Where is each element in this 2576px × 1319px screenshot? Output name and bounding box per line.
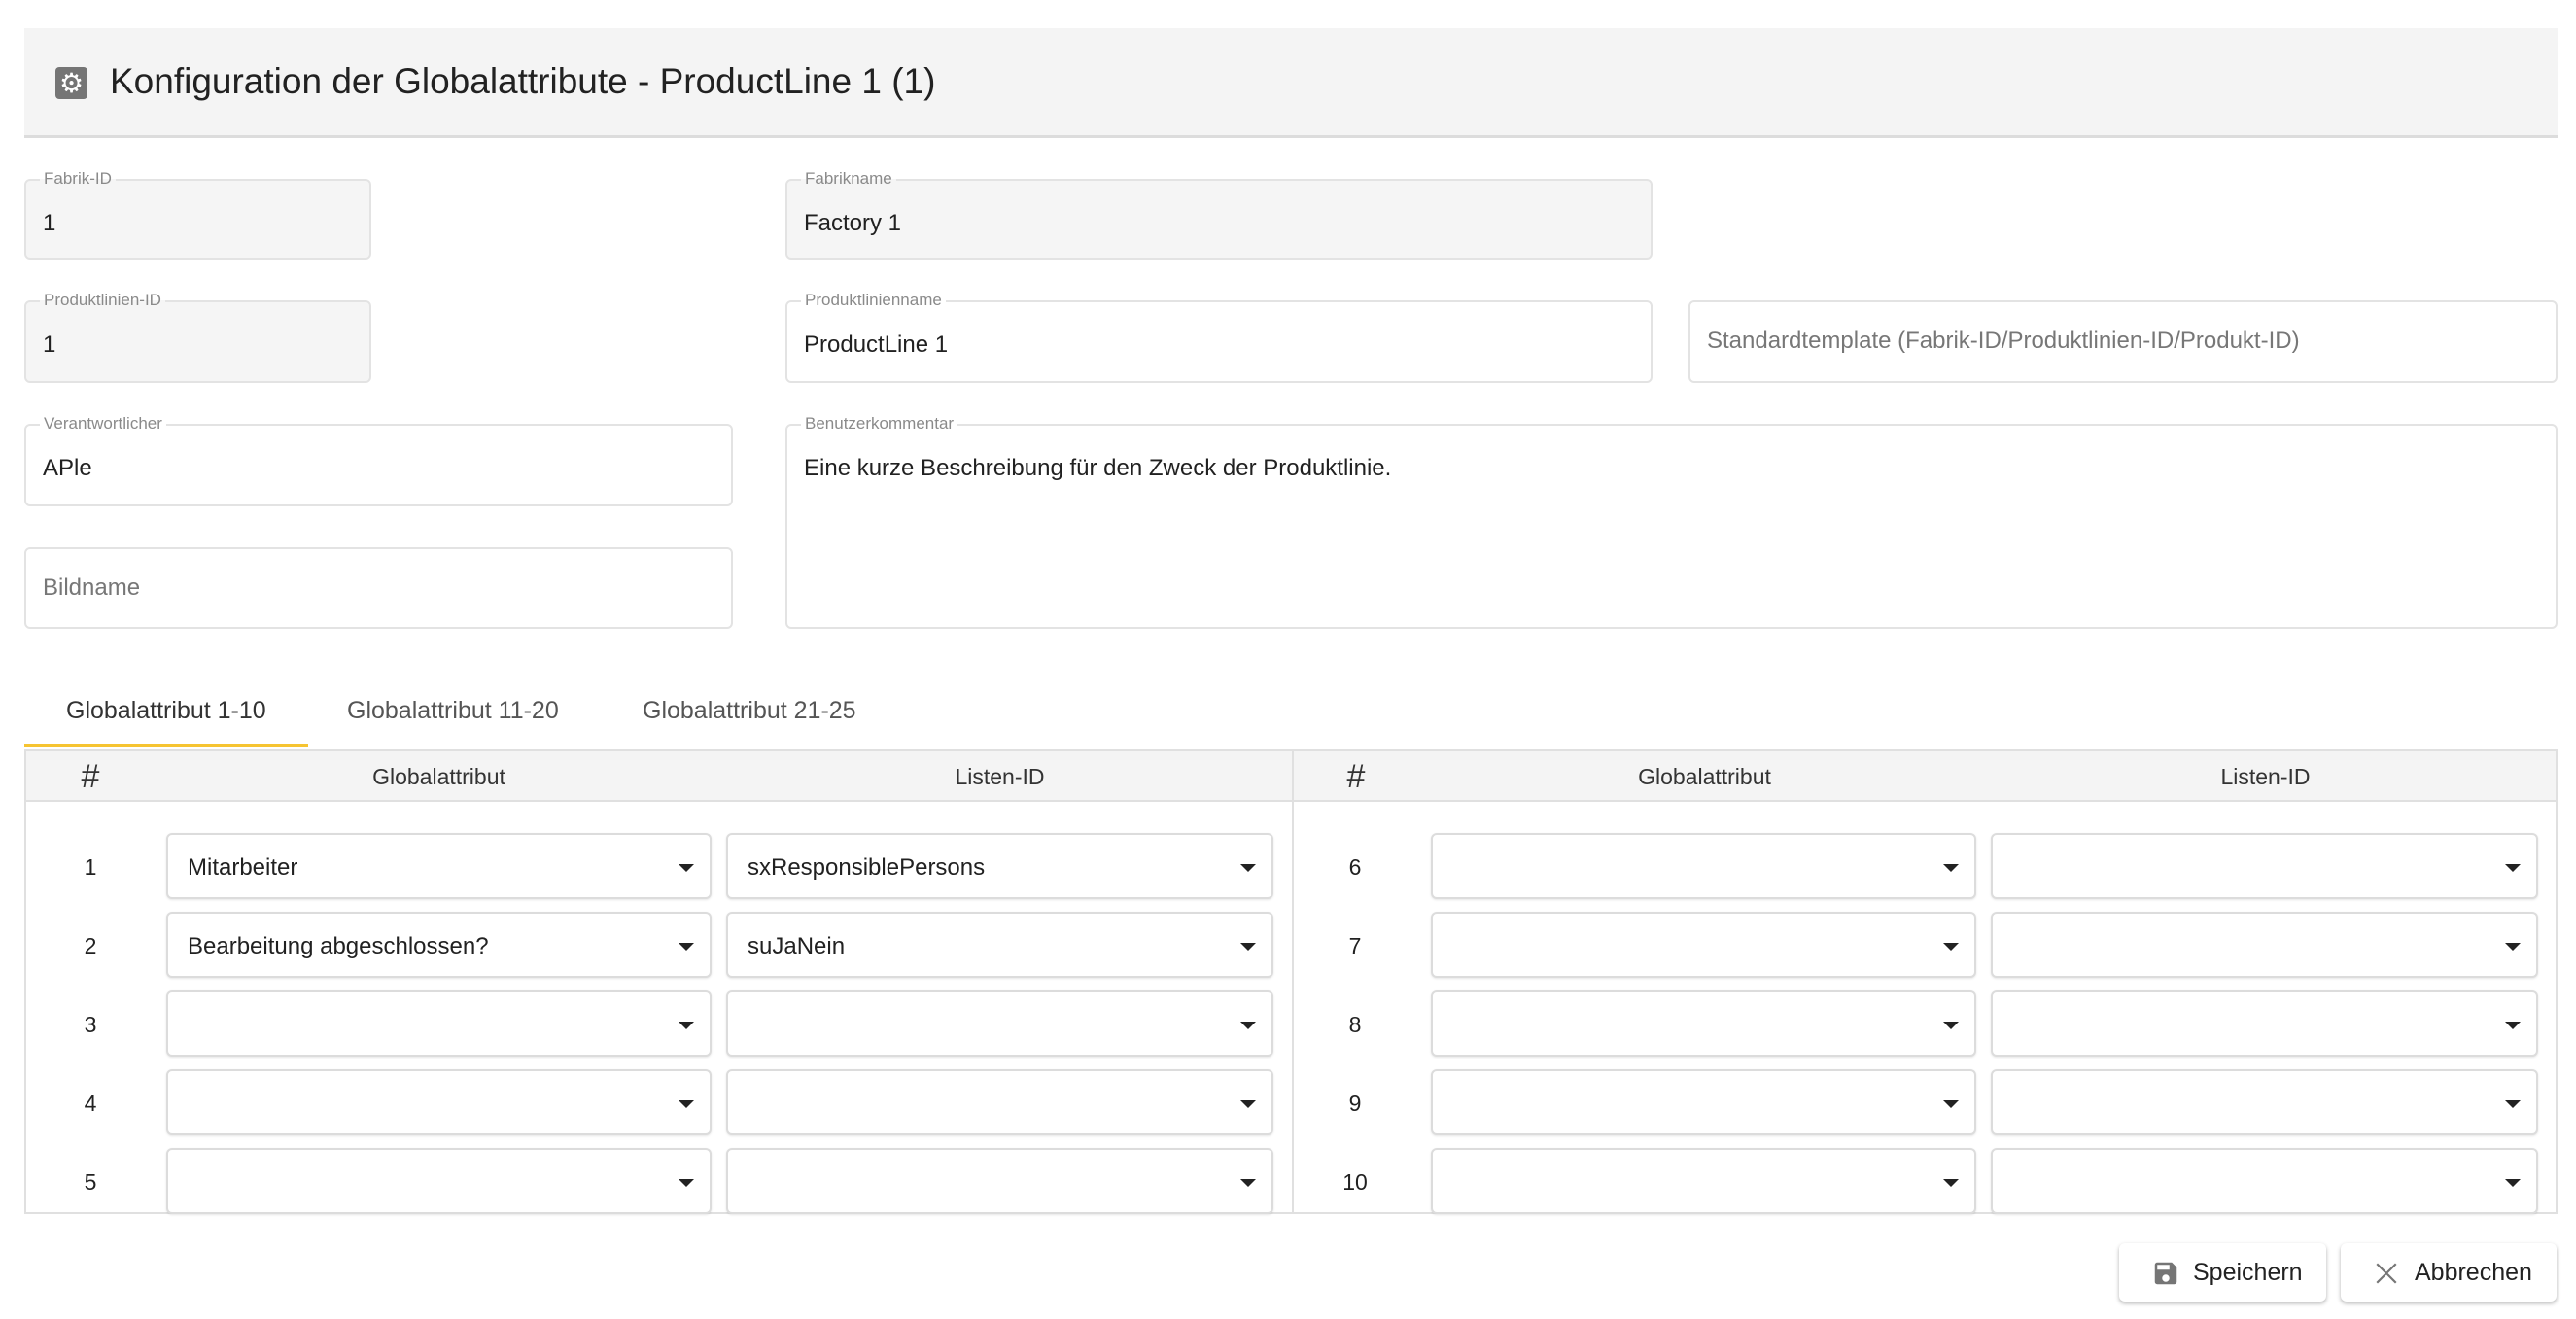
field-label: Verantwortlicher [40,414,166,434]
bildname-input[interactable]: Bildname [24,547,733,629]
cancel-button[interactable]: Abbrechen [2341,1243,2557,1302]
dropdown-arrow-icon [1240,1022,1256,1029]
dropdown-arrow-icon [2505,943,2521,951]
listen-id-select[interactable] [726,990,1273,1057]
dropdown-arrow-icon [1943,1022,1959,1029]
field-placeholder: Standardtemplate (Fabrik-ID/Produktlinie… [1707,328,2300,354]
field-label: Fabrikname [801,169,896,189]
dropdown-arrow-icon [1240,943,1256,951]
header-num: # [1346,758,1366,795]
fabrik-id-field: Fabrik-ID 1 [24,169,371,260]
row-number: 6 [1348,854,1362,880]
select-value: suJaNein [748,933,846,959]
globalattribut-select[interactable] [1431,912,1976,978]
gear-icon: ⚙ [55,67,87,99]
header-globalattribut: Globalattribut [372,764,505,789]
produktlinienname-input[interactable]: Produktlinienname ProductLine 1 [785,291,1653,383]
globalattribute-table: # Globalattribut Listen-ID # Globalattri… [24,749,2558,1214]
field-label: Fabrik-ID [40,169,116,189]
dropdown-arrow-icon [1943,943,1959,951]
column-divider [1292,751,1294,1212]
dropdown-arrow-icon [2505,1179,2521,1187]
dropdown-arrow-icon [1240,864,1256,872]
dropdown-arrow-icon [2505,1100,2521,1108]
select-value: Mitarbeiter [188,854,298,881]
page-header: ⚙ Konfiguration der Globalattribute - Pr… [24,28,2558,138]
header-globalattribut: Globalattribut [1638,764,1771,789]
dropdown-arrow-icon [1943,1179,1959,1187]
row-number: 5 [84,1169,97,1195]
produktlinien-id-field: Produktlinien-ID 1 [24,291,371,383]
save-button[interactable]: Speichern [2119,1243,2326,1302]
close-icon [2376,1263,2397,1284]
row-number: 10 [1342,1169,1368,1195]
tab-globalattribut-1-10[interactable]: Globalattribut 1-10 [24,674,308,747]
field-label: Produktlinien-ID [40,291,165,310]
dropdown-arrow-icon [679,864,694,872]
field-value: 1 [43,210,56,236]
listen-id-select[interactable]: sxResponsiblePersons [726,833,1273,899]
globalattribut-select[interactable] [166,1069,712,1135]
page-title: Konfiguration der Globalattribute - Prod… [110,61,936,101]
globalattribut-select[interactable] [1431,1148,1976,1214]
listen-id-select[interactable] [726,1069,1273,1135]
globalattribut-select[interactable] [166,990,712,1057]
globalattribut-select[interactable] [1431,833,1976,899]
row-number: 4 [84,1091,97,1116]
header-num: # [81,758,100,795]
globalattribut-select[interactable]: Mitarbeiter [166,833,712,899]
verantwortlicher-input[interactable]: Verantwortlicher APle [24,414,733,506]
select-value: Bearbeitung abgeschlossen? [188,933,489,959]
field-placeholder: Bildname [43,574,141,601]
dropdown-arrow-icon [679,1022,694,1029]
field-label: Benutzerkommentar [801,414,958,434]
dropdown-arrow-icon [1240,1100,1256,1108]
globalattribut-select[interactable] [1431,990,1976,1057]
save-label: Speichern [2193,1259,2303,1286]
field-value: APle [43,455,92,481]
dropdown-arrow-icon [679,1179,694,1187]
listen-id-select[interactable]: suJaNein [726,912,1273,978]
dropdown-arrow-icon [679,1100,694,1108]
dropdown-arrow-icon [679,943,694,951]
cancel-label: Abbrechen [2415,1259,2532,1286]
row-number: 7 [1348,933,1362,958]
select-value: sxResponsiblePersons [748,854,986,881]
field-value: 1 [43,331,56,358]
field-value: Eine kurze Beschreibung für den Zweck de… [804,455,1392,481]
listen-id-select[interactable] [1991,1148,2538,1214]
field-value: Factory 1 [804,210,902,236]
fabrikname-field: Fabrikname Factory 1 [785,169,1653,260]
standardtemplate-input[interactable]: Standardtemplate (Fabrik-ID/Produktlinie… [1688,300,2558,383]
dropdown-arrow-icon [1240,1179,1256,1187]
floppy-disk-icon [2154,1262,2177,1285]
listen-id-select[interactable] [1991,1069,2538,1135]
row-number: 8 [1348,1012,1362,1037]
field-value: ProductLine 1 [804,331,949,358]
tab-globalattribut-11-20[interactable]: Globalattribut 11-20 [347,697,559,724]
globalattribut-select[interactable] [1431,1069,1976,1135]
dropdown-arrow-icon [1943,1100,1959,1108]
tab-globalattribut-21-25[interactable]: Globalattribut 21-25 [643,697,856,724]
listen-id-select[interactable] [1991,990,2538,1057]
benutzerkommentar-textarea[interactable]: Benutzerkommentar Eine kurze Beschreibun… [785,414,2558,629]
dropdown-arrow-icon [2505,864,2521,872]
header-listen-id: Listen-ID [2220,764,2311,789]
row-number: 3 [84,1012,97,1037]
header-listen-id: Listen-ID [955,764,1045,789]
listen-id-select[interactable] [1991,912,2538,978]
listen-id-select[interactable] [726,1148,1273,1214]
listen-id-select[interactable] [1991,833,2538,899]
globalattribut-select[interactable] [166,1148,712,1214]
row-number: 1 [84,854,97,880]
table-header: # Globalattribut Listen-ID # Globalattri… [26,751,2556,802]
dropdown-arrow-icon [2505,1022,2521,1029]
dropdown-arrow-icon [1943,864,1959,872]
row-number: 9 [1348,1091,1362,1116]
field-label: Produktlinienname [801,291,946,310]
row-number: 2 [84,933,97,958]
globalattribut-select[interactable]: Bearbeitung abgeschlossen? [166,912,712,978]
